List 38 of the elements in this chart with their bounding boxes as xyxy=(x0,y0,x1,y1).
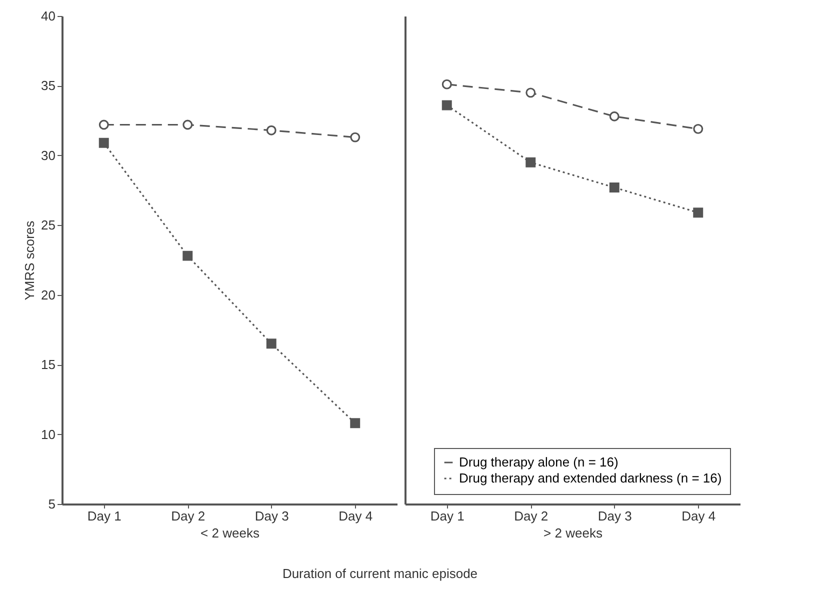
point xyxy=(526,88,536,98)
y-tick-label: 15 xyxy=(41,357,56,372)
y-axis-title: YMRS scores xyxy=(22,220,38,300)
x-tick-label: Day 4 xyxy=(682,508,716,524)
x-tick-label: Day 3 xyxy=(254,508,289,524)
text: Duration of current manic episode xyxy=(281,566,479,581)
point xyxy=(182,120,193,130)
x-axis-title: > 2 weeks xyxy=(544,526,603,540)
x-tick-label: Day 2 xyxy=(514,508,548,524)
point xyxy=(98,138,109,148)
y-tick-label: 5 xyxy=(48,496,56,512)
legend-label: Drug therapy and extended darkness (n = 16) xyxy=(459,470,722,486)
point xyxy=(182,250,193,261)
point xyxy=(266,125,276,136)
x-tick-label: Day 4 xyxy=(338,508,373,524)
point xyxy=(350,132,360,142)
y-tick-label: 25 xyxy=(41,218,56,233)
point xyxy=(442,79,452,90)
x-tick-label: Day 1 xyxy=(430,508,464,524)
point xyxy=(350,418,360,428)
point xyxy=(609,111,620,122)
point xyxy=(98,120,109,130)
x-tick-label: Day 3 xyxy=(598,508,632,524)
x-tick-label: Day 1 xyxy=(87,508,122,524)
point xyxy=(693,124,704,134)
y-tick-label: 30 xyxy=(41,148,56,163)
y-tick-label: 35 xyxy=(41,78,56,94)
x-tick-label: Day 2 xyxy=(171,508,206,524)
point xyxy=(693,208,704,218)
y-tick-label: 10 xyxy=(41,426,56,442)
point xyxy=(526,157,536,168)
x-axis-title: < 2 weeks xyxy=(200,526,260,540)
y-tick-label: 20 xyxy=(41,287,56,302)
y-tick-label: 40 xyxy=(41,8,56,24)
legend-label: Drug therapy alone (n = 16) xyxy=(459,454,618,470)
point xyxy=(442,100,452,110)
point xyxy=(266,338,276,349)
point xyxy=(609,182,620,192)
